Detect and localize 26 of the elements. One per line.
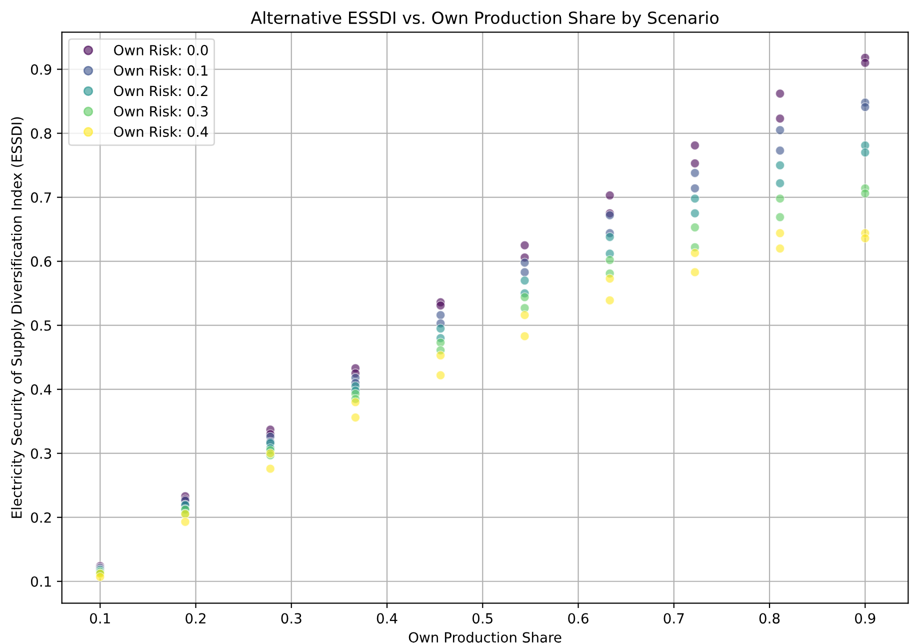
y-tick-label: 0.1 [30,576,51,587]
x-tick-label: 0.1 [90,613,110,624]
legend-label: Own Risk: 0.1 [114,65,208,76]
y-tick-label: 0.2 [30,512,51,523]
y-tick-label: 0.3 [30,448,52,459]
x-tick-label: 0.6 [568,613,588,624]
y-tick-label: 0.7 [30,192,51,203]
x-tick-label: 0.5 [472,613,492,624]
legend-label: Own Risk: 0.2 [114,85,208,96]
x-tick-label: 0.8 [759,613,780,624]
legend-label: Own Risk: 0.0 [114,44,208,56]
x-tick-label: 0.4 [376,613,398,624]
x-tick-label: 0.3 [281,613,302,624]
x-axis-title: Own Production Share [408,632,562,643]
y-axis-title: Electricity Security of Supply Diversification Index (ESSDI) [11,117,25,518]
legend-label: Own Risk: 0.4 [114,126,208,137]
chart-title: Alternative ESSDI vs. Own Production Share by Scenario [250,11,718,28]
y-tick-label: 0.8 [30,128,52,139]
y-tick-label: 0.4 [30,384,52,395]
legend-label: Own Risk: 0.3 [114,106,208,117]
y-tick-label: 0.6 [30,256,52,267]
y-tick-label: 0.9 [30,64,52,75]
x-tick-label: 0.2 [186,613,206,624]
y-tick-label: 0.5 [30,320,51,331]
x-tick-label: 0.9 [855,613,876,624]
x-tick-label: 0.7 [664,613,684,624]
